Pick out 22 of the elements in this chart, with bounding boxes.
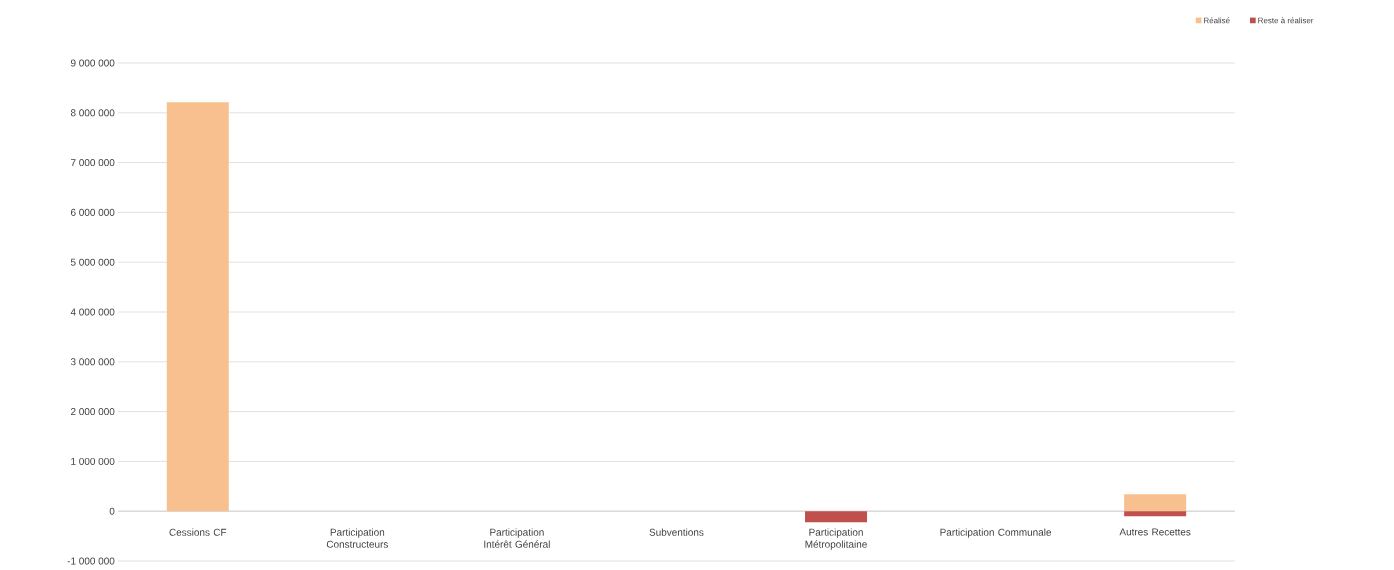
y-tick-label: 5 000 000	[70, 258, 115, 266]
bar	[166, 102, 229, 512]
x-tick-label: Subventions	[649, 528, 704, 536]
y-tick-label: 1 000 000	[71, 457, 115, 465]
x-tick-label: Participation Communale	[940, 528, 1052, 538]
y-tick-label: 0	[109, 507, 115, 515]
x-tick-label: Participation Métropolitaine	[805, 528, 867, 550]
y-tick-label: 8 000 000	[70, 109, 115, 117]
y-tick-label: 6 000 000	[70, 208, 115, 216]
x-tick-label: Participation Intérêt Général	[484, 528, 550, 548]
y-tick-label: 3 000 000	[70, 358, 115, 366]
bar	[1124, 511, 1187, 517]
bar	[805, 511, 868, 523]
y-tick-label: 4 000 000	[70, 308, 115, 316]
y-tick-label: 2 000 000	[70, 408, 115, 416]
x-tick-label: Participation Constructeurs	[326, 528, 388, 548]
bar	[1124, 494, 1187, 512]
y-tick-label: 9 000 000	[70, 59, 115, 67]
y-tick-label: -1 000 000	[67, 557, 115, 565]
x-tick-label: Cessions CF	[169, 528, 227, 536]
y-tick-label: 7 000 000	[71, 159, 115, 167]
x-tick-label: Autres Recettes	[1119, 528, 1191, 536]
